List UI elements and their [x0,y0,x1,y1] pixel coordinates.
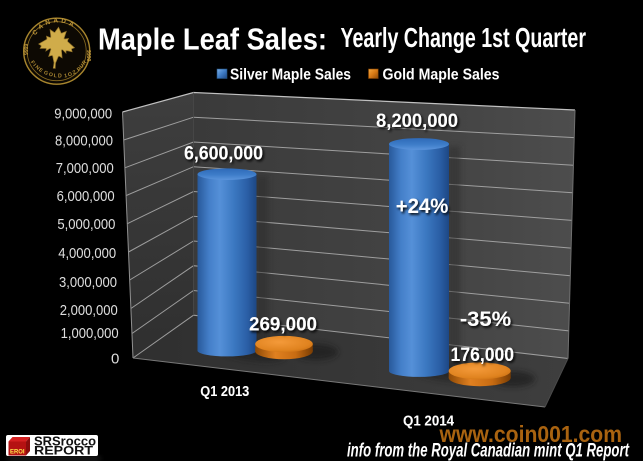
svg-text:R: R [81,59,88,66]
svg-text:O: O [67,71,73,78]
svg-text:Q1 2014: Q1 2014 [403,414,454,430]
svg-text:4,000,000: 4,000,000 [58,245,116,262]
svg-text:Z: Z [72,69,78,76]
svg-text:Gold Maple Sales: Gold Maple Sales [383,66,500,83]
svg-text:A: A [68,20,75,28]
svg-text:8,000,000: 8,000,000 [55,132,113,149]
svg-text:9999: 9999 [85,50,91,62]
svg-text:8,200,000: 8,200,000 [376,110,458,132]
svg-text:D: D [58,74,62,80]
svg-text:7,000,000: 7,000,000 [56,160,114,177]
svg-text:5,000,000: 5,000,000 [57,216,115,233]
svg-text:0: 0 [111,351,119,368]
svg-text:9,000,000: 9,000,000 [54,106,112,123]
svg-text:2,000,000: 2,000,000 [60,302,118,319]
svg-text:U: U [79,63,86,70]
svg-text:D: D [61,18,67,26]
svg-text:F: F [29,60,36,66]
svg-text:A: A [53,17,58,24]
svg-text:Silver Maple Sales: Silver Maple Sales [230,66,351,83]
svg-text:-35%: -35% [460,307,511,331]
svg-text:Maple Leaf Sales:: Maple Leaf Sales: [98,21,327,56]
svg-text:269,000: 269,000 [249,314,317,336]
svg-text:SRSrocco: SRSrocco [34,433,96,448]
svg-text:REPORT: REPORT [34,446,93,458]
svg-text:+24%: +24% [396,194,449,218]
svg-text:info from the Royal Canadian m: info from the Royal Canadian mint Q1 Rep… [347,441,629,461]
svg-text:N: N [34,65,41,72]
svg-text:L: L [53,73,58,79]
svg-text:9999: 9999 [24,43,30,55]
svg-text:N: N [45,19,52,27]
svg-text:I: I [32,63,38,69]
svg-text:3,000,000: 3,000,000 [59,274,117,291]
svg-text:E: E [37,67,44,74]
svg-text:A: A [37,23,45,32]
svg-text:C: C [31,28,39,37]
svg-text:P: P [76,66,83,73]
svg-text:Yearly Change 1st Quarter: Yearly Change 1st Quarter [341,22,587,53]
svg-text:6,600,000: 6,600,000 [184,143,263,165]
svg-text:6,000,000: 6,000,000 [57,188,115,205]
svg-text:176,000: 176,000 [451,344,515,366]
svg-text:Q1 2013: Q1 2013 [200,384,249,400]
svg-text:G: G [43,70,49,77]
svg-text:1: 1 [64,73,68,79]
svg-text:www.coin001.com: www.coin001.com [439,421,622,447]
svg-text:EROI: EROI [10,450,25,456]
svg-text:1,000,000: 1,000,000 [61,325,119,342]
svg-text:O: O [48,72,54,79]
